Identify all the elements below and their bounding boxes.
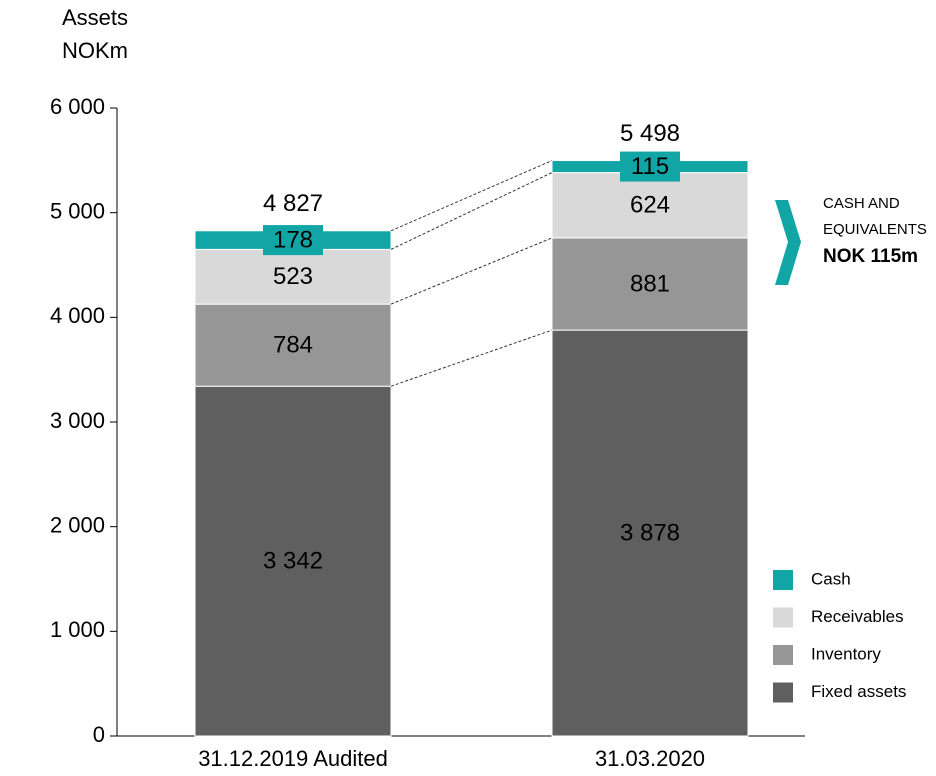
y-tick-label: 4 000 — [50, 303, 105, 328]
legend-swatch — [773, 682, 793, 703]
label-box — [263, 225, 323, 256]
data-label: 3 878 — [620, 519, 680, 546]
legend-label: Inventory — [811, 644, 881, 663]
x-tick-label: 31.12.2019 Audited — [198, 746, 388, 771]
legend-swatch — [773, 607, 793, 628]
y-tick-label: 5 000 — [50, 198, 105, 223]
annotation: NOK 115m — [823, 246, 918, 267]
total-label: 4 827 — [263, 190, 323, 217]
data-label: 624 — [630, 192, 670, 219]
connector — [390, 237, 553, 305]
legend-label: Cash — [811, 569, 851, 588]
y-tick-label: 6 000 — [50, 94, 105, 119]
annotation: EQUIVALENTS — [823, 221, 927, 238]
annotation: CASH AND — [823, 195, 900, 212]
legend-label: Fixed assets — [811, 682, 906, 701]
data-label: 523 — [273, 263, 313, 290]
connector — [390, 160, 553, 232]
bar-segment — [194, 303, 392, 387]
data-label: 881 — [630, 270, 670, 297]
bar-segment — [551, 172, 749, 239]
legend-swatch — [773, 645, 793, 665]
connector — [390, 172, 553, 250]
legend-label: Receivables — [811, 607, 904, 626]
y-axis-label: NOKm — [62, 38, 128, 63]
y-tick-label: 2 000 — [50, 512, 105, 537]
data-label: 178 — [273, 226, 313, 253]
bar-segment — [551, 237, 749, 331]
total-label: 5 498 — [620, 120, 680, 147]
y-axis-label: Assets — [62, 5, 128, 30]
connector — [390, 329, 553, 387]
y-tick-label: 3 000 — [50, 408, 105, 433]
y-tick-label: 1 000 — [50, 617, 105, 642]
x-tick-label: 31.03.2020 — [595, 746, 705, 771]
bar-segment — [194, 248, 392, 305]
label-box — [620, 151, 680, 182]
chevron — [775, 200, 801, 285]
data-label: 784 — [273, 332, 313, 359]
legend-swatch — [773, 570, 793, 590]
bar-segment — [551, 329, 749, 737]
data-label: 3 342 — [263, 547, 323, 574]
y-tick-label: 0 — [93, 722, 105, 747]
bar-segment — [194, 385, 392, 737]
data-label: 115 — [631, 153, 669, 180]
